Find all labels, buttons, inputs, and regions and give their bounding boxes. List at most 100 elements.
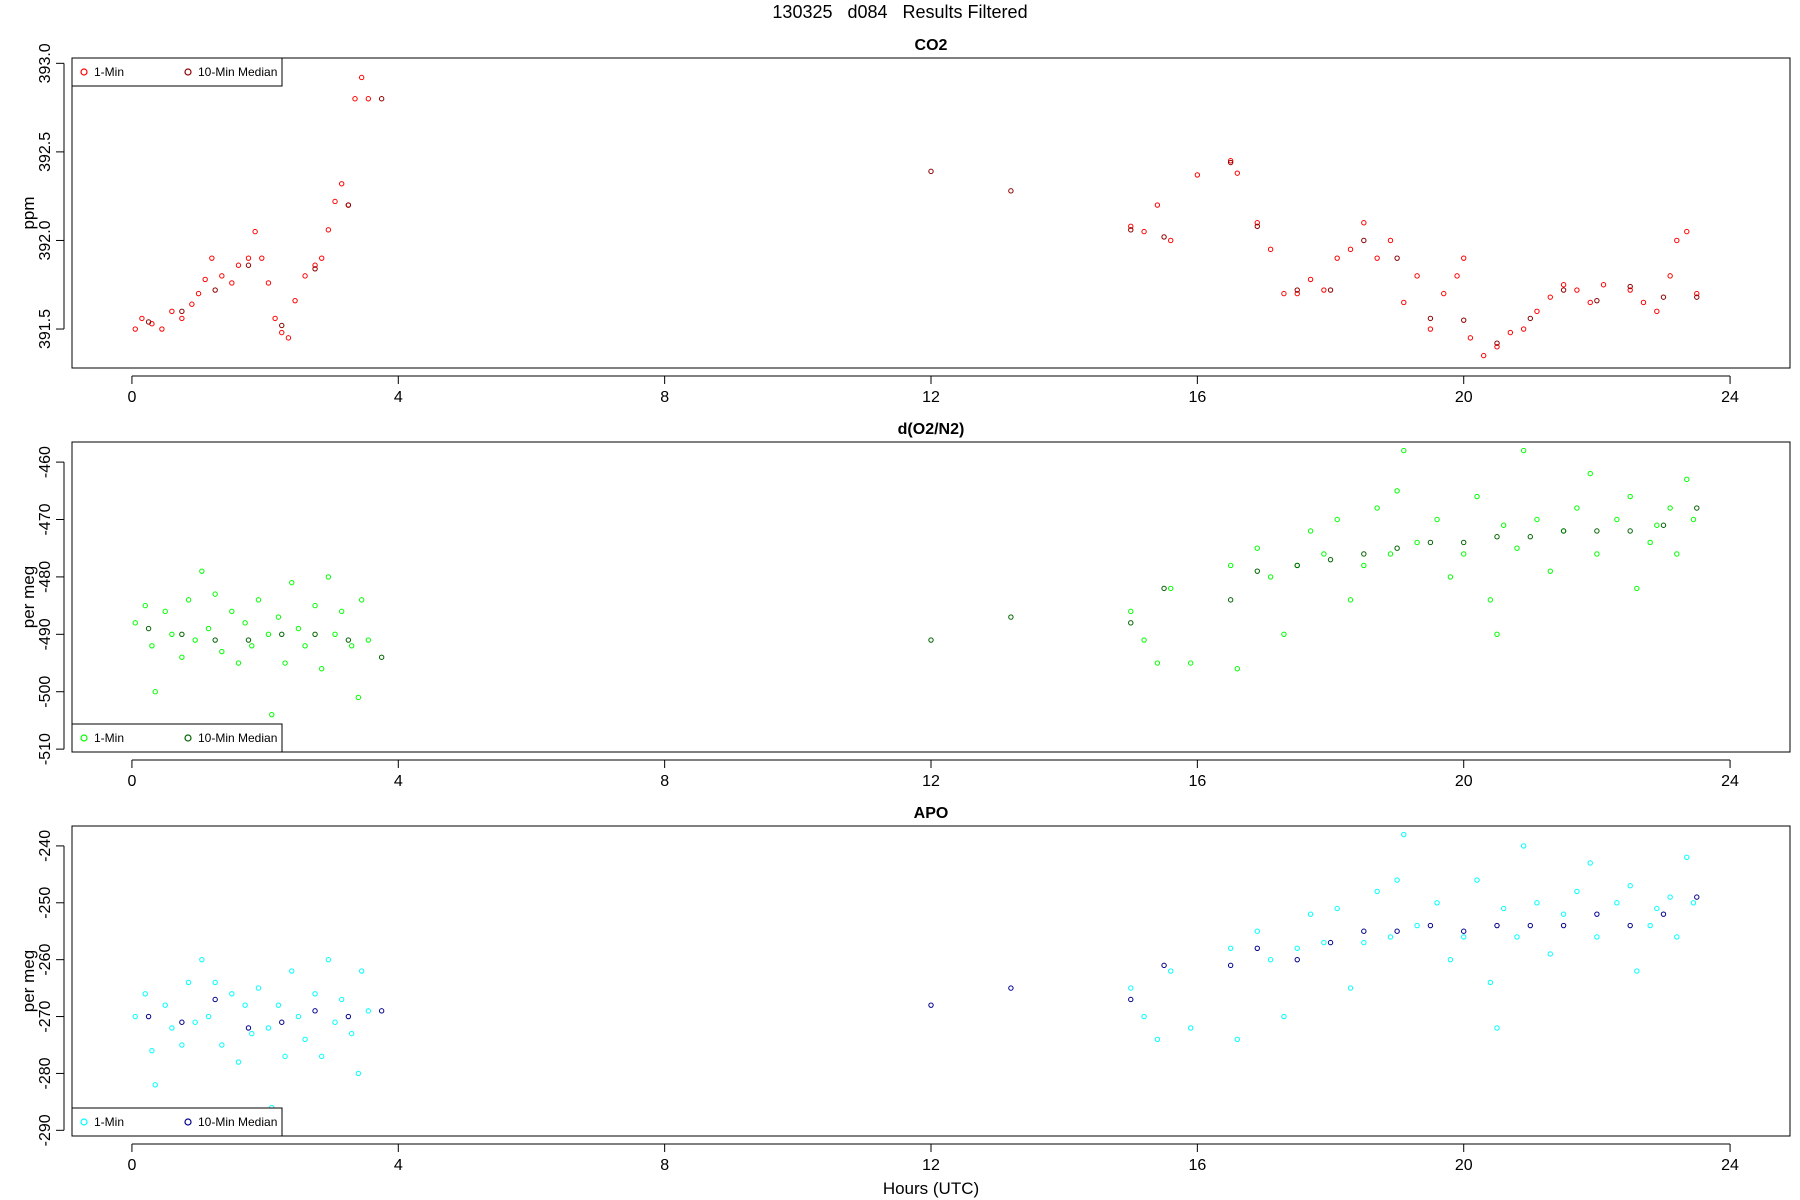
apo-plot-frame (71, 825, 1791, 1137)
d-o2-n2-1-min-point (162, 608, 168, 615)
co2-1-min-point (245, 255, 252, 261)
co2-1-min-point (1560, 282, 1567, 288)
apo-x-tick-label-20: 20 (1455, 1157, 1473, 1174)
apo-1-min-point (212, 979, 218, 986)
co2-1-min-point (365, 96, 372, 102)
apo-1-min-point (1187, 1025, 1194, 1031)
apo-10-min-median-point (378, 1008, 385, 1014)
co2-1-min-point (1520, 326, 1527, 332)
apo-1-min-point (199, 956, 205, 963)
co2-1-min-point (1427, 326, 1434, 332)
d-o2-n2-10-min-median-point (179, 631, 185, 638)
d-o2-n2-1-min-point (332, 631, 338, 638)
d-o2-n2-1-min-point (265, 631, 272, 638)
co2-10-min-median-point (145, 319, 152, 325)
d-o2-n2-10-min-median-point (1254, 568, 1260, 574)
d-o2-n2-1-min-point (185, 597, 192, 603)
d-o2-n2-1-min-point (219, 648, 225, 655)
co2-10-min-median-point (928, 168, 934, 175)
co2-y-tick-label-0: 391.5 (37, 309, 54, 349)
co2-1-min-point (292, 297, 298, 304)
co2-legend-label-10-min-median: 10-Min Median (198, 65, 277, 79)
apo-10-min-median-point (1660, 911, 1667, 917)
d-o2-n2-1-min-point (1654, 522, 1660, 528)
apo-1-min-point (179, 1042, 185, 1048)
co2-1-min-point (1627, 287, 1633, 293)
d-o2-n2-1-min-point (1547, 568, 1553, 574)
apo-1-min-point (235, 1059, 242, 1065)
apo-10-min-median-point (1008, 985, 1014, 991)
co2-1-min-point (219, 273, 225, 279)
apo-1-min-point (219, 1042, 225, 1048)
apo-10-min-median-point (1694, 894, 1700, 900)
co2-y-tick-label-2: 392.5 (37, 132, 54, 172)
co2-1-min-point (1574, 287, 1580, 293)
d-o2-n2-y-tick-label-2: -490 (37, 618, 54, 650)
d-o2-n2-1-min-point (1500, 522, 1507, 528)
co2-1-min-point (139, 315, 145, 322)
co2-1-min-point (319, 255, 325, 261)
co2-10-min-median-point (179, 308, 185, 315)
co2-1-min-point (325, 227, 332, 233)
co2-10-min-median-point (1254, 223, 1260, 229)
d-o2-n2-legend-label-10-min-median: 10-Min Median (198, 731, 277, 745)
d-o2-n2-1-min-point (289, 579, 295, 586)
apo-1-min-point (289, 968, 295, 974)
apo-1-min-point (255, 985, 262, 991)
apo-1-min-point (132, 1013, 138, 1020)
apo-1-min-point (265, 1025, 272, 1031)
co2-panel-title: CO2 (915, 37, 948, 54)
d-o2-n2-10-min-median-point (345, 637, 352, 643)
co2-1-min-point (1234, 170, 1241, 176)
co2-1-min-point (259, 255, 265, 261)
d-o2-n2-1-min-point (1414, 539, 1420, 546)
apo-1-min-point (1128, 985, 1134, 991)
apo-1-min-point (1334, 905, 1340, 912)
d-o2-n2-1-min-point (1594, 551, 1600, 557)
co2-y-tick-label-1: 392.0 (37, 220, 54, 260)
d-o2-n2-10-min-median-point (1694, 505, 1700, 511)
apo-1-min-point (1494, 1025, 1500, 1031)
co2-x-tick-label-16: 16 (1188, 389, 1206, 406)
apo-1-min-point (1154, 1036, 1161, 1043)
d-o2-n2-legend-marker-10-min-median (184, 734, 192, 742)
co2-1-min-point (1654, 308, 1660, 315)
apo-1-min-point (1447, 956, 1454, 963)
d-o2-n2-1-min-point (1684, 476, 1690, 483)
apo-1-min-point (1520, 843, 1527, 849)
apo-1-min-point (1374, 888, 1380, 895)
apo-1-min-point (169, 1025, 175, 1031)
d-o2-n2-1-min-point (1387, 551, 1394, 557)
d-o2-n2-10-min-median-point (1627, 528, 1633, 534)
co2-10-min-median-point (345, 202, 352, 208)
apo-1-min-point (149, 1047, 155, 1054)
d-o2-n2-10-min-median-point (1227, 597, 1234, 603)
apo-10-min-median-point (1128, 996, 1134, 1003)
d-o2-n2-1-min-point (1627, 493, 1633, 500)
d-o2-n2-1-min-point (149, 643, 155, 649)
d-o2-n2-x-tick-label-20: 20 (1455, 773, 1473, 790)
d-o2-n2-1-min-point (1361, 562, 1367, 569)
apo-1-min-point (1574, 888, 1580, 895)
co2-1-min-point (235, 262, 242, 268)
d-o2-n2-10-min-median-point (1327, 556, 1334, 563)
d-o2-n2-1-min-point (1401, 447, 1407, 454)
d-o2-n2-10-min-median-point (1594, 528, 1600, 534)
co2-10-min-median-point (1560, 287, 1567, 293)
d-o2-n2-1-min-point (325, 574, 332, 580)
co2-10-min-median-point (1008, 188, 1014, 194)
apo-10-min-median-point (1527, 922, 1534, 929)
co2-1-min-point (338, 181, 345, 187)
co2-10-min-median-point (1361, 237, 1367, 244)
d-o2-n2-1-min-point (1254, 545, 1260, 551)
apo-1-min-point (1307, 911, 1314, 917)
co2-x-tick-label-8: 8 (660, 389, 669, 406)
apo-legend-label-10-min-median: 10-Min Median (198, 1115, 277, 1129)
apo-10-min-median-point (1394, 928, 1400, 934)
d-o2-n2-1-min-point (1128, 608, 1134, 615)
apo-1-min-point (312, 991, 318, 997)
apo-legend-marker-10-min-median (184, 1118, 192, 1126)
apo-1-min-point (1461, 934, 1467, 940)
co2-1-min-point (1374, 255, 1380, 261)
co2-1-min-point (302, 273, 308, 279)
